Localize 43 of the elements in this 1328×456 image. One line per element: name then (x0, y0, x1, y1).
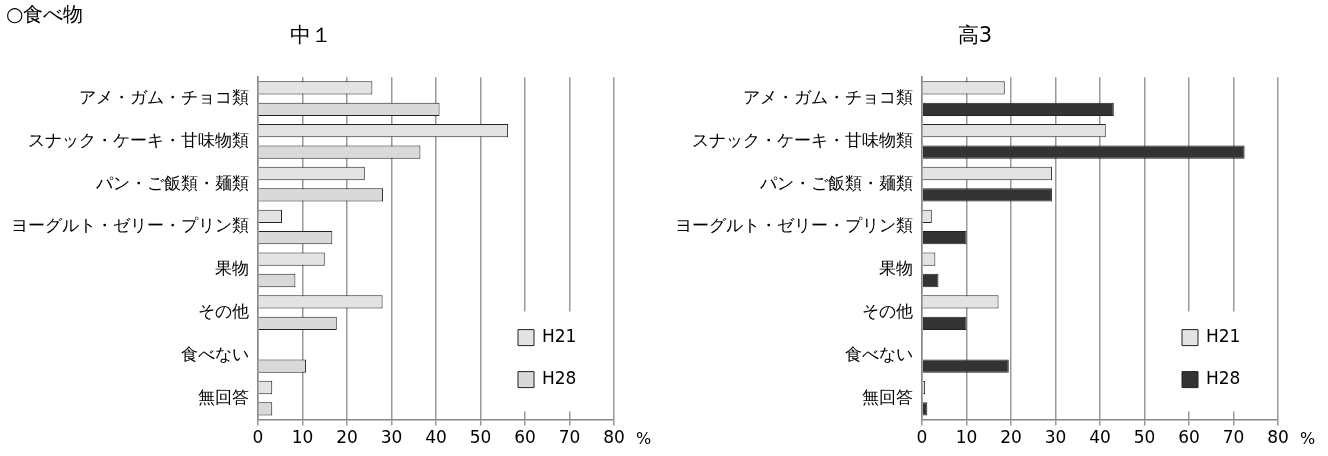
x-tick-label: 30 (380, 427, 403, 448)
x-tick-label: 0 (916, 427, 928, 448)
legend-label: H28 (1206, 368, 1241, 389)
x-tick-label: 50 (1133, 427, 1156, 448)
x-tick-label: 30 (1044, 427, 1067, 448)
chart-title: 高3 (957, 23, 993, 48)
x-axis-title: % (636, 428, 652, 448)
y-tick-label: 果物 (215, 258, 249, 279)
y-tick-label: 食べない (845, 343, 913, 364)
y-tick-label: アメ・ガム・チョコ類 (79, 87, 249, 108)
y-tick-label: その他 (198, 301, 249, 322)
y-tick-label: パン・ご飯類・麺類 (95, 172, 249, 193)
x-tick-label: 20 (1000, 427, 1022, 448)
y-tick-label: パン・ご飯類・麺類 (759, 172, 913, 193)
x-tick-label: 10 (955, 427, 978, 448)
x-tick-label: 10 (291, 427, 314, 448)
y-tick-label: 無回答 (198, 386, 249, 407)
legend-label: H21 (1206, 326, 1241, 347)
x-tick-label: 40 (1089, 427, 1111, 448)
x-tick-label: 80 (1267, 427, 1289, 448)
legend-label: H21 (542, 326, 577, 347)
x-axis-title: % (1300, 428, 1316, 448)
x-tick-label: 70 (1222, 427, 1245, 448)
legend-label: H28 (542, 368, 577, 389)
x-tick-label: 80 (603, 427, 625, 448)
x-tick-label: 40 (425, 427, 447, 448)
x-tick-label: 20 (336, 427, 358, 448)
y-tick-label: ヨーグルト・ゼリー・プリン類 (675, 215, 913, 236)
y-tick-label: 果物 (879, 258, 913, 279)
y-tick-label: スナック・ケーキ・甘味物類 (28, 129, 249, 150)
x-tick-label: 0 (252, 427, 264, 448)
text: ○食べ物 (6, 2, 84, 26)
y-tick-label: アメ・ガム・チョコ類 (743, 87, 913, 108)
x-tick-label: 60 (514, 427, 536, 448)
x-tick-label: 70 (558, 427, 581, 448)
y-tick-label: 食べない (181, 343, 249, 364)
x-tick-label: 60 (1178, 427, 1200, 448)
y-tick-label: スナック・ケーキ・甘味物類 (692, 129, 913, 150)
chart-title: 中１ (290, 23, 332, 48)
x-tick-label: 50 (469, 427, 492, 448)
y-tick-label: ヨーグルト・ゼリー・プリン類 (11, 215, 249, 236)
y-tick-label: 無回答 (862, 386, 913, 407)
y-tick-label: その他 (862, 301, 913, 322)
